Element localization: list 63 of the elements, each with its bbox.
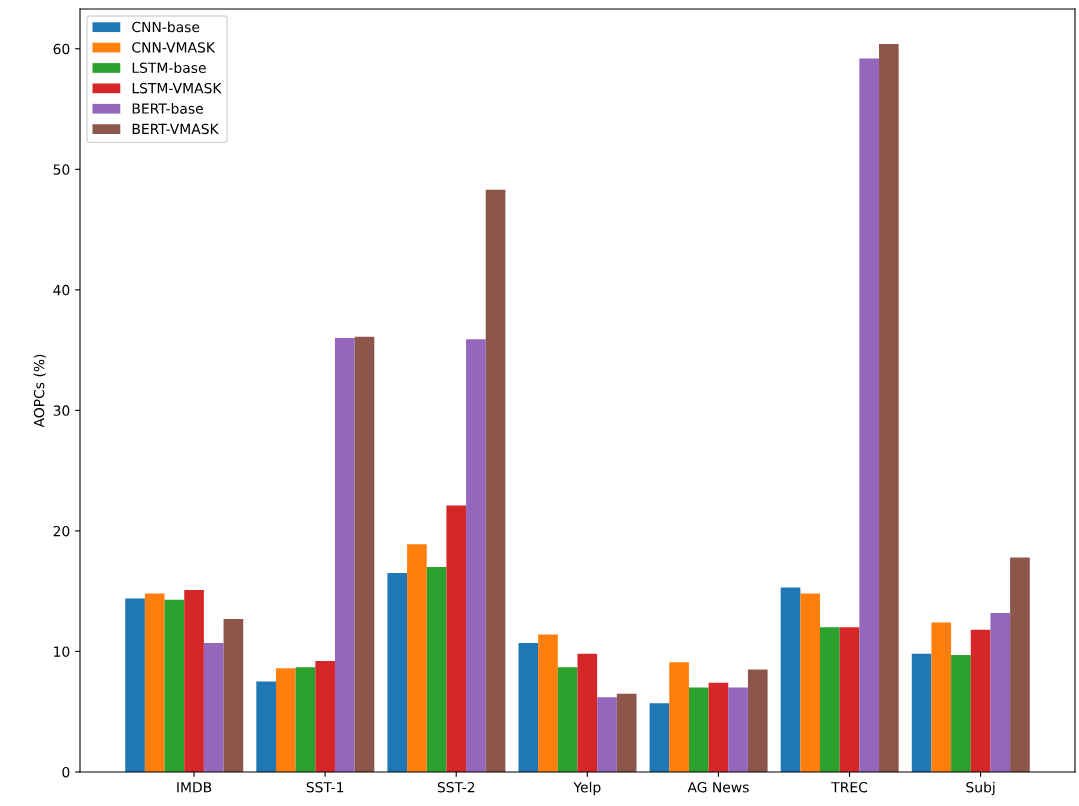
bar — [970, 629, 991, 772]
y-tick-label: 0 — [62, 766, 70, 778]
bar — [315, 661, 335, 772]
bar — [387, 573, 408, 772]
bar — [780, 587, 801, 772]
bar — [256, 681, 276, 772]
bar — [820, 627, 840, 772]
y-axis-title: AOPCs (%) — [33, 354, 46, 428]
legend-label: LSTM-VMASK — [132, 82, 222, 94]
bar — [518, 643, 539, 772]
y-tick-label: 30 — [53, 405, 70, 416]
bar — [426, 567, 447, 772]
x-tick-label: AG News — [687, 781, 749, 793]
bar — [931, 622, 952, 772]
y-tick-label: 10 — [54, 646, 70, 657]
bar — [446, 505, 467, 772]
bar — [839, 627, 860, 772]
bar — [203, 643, 224, 772]
x-tick-label: Yelp — [573, 781, 601, 796]
legend-label: BERT-base — [132, 103, 203, 114]
bar — [125, 598, 145, 772]
bar — [538, 634, 558, 772]
bar — [275, 668, 296, 772]
legend-label: CNN-VMASK — [132, 42, 216, 53]
bar — [1010, 557, 1030, 772]
bar — [295, 667, 316, 772]
bar — [708, 682, 729, 772]
bar — [688, 687, 709, 772]
x-tick-label: Subj — [966, 781, 995, 796]
bar — [990, 612, 1011, 772]
y-tick-label: 40 — [53, 284, 70, 296]
bar — [577, 653, 598, 772]
bar — [859, 58, 880, 772]
y-tick-label: 20 — [53, 525, 70, 537]
bar — [164, 599, 185, 772]
bar — [485, 189, 506, 772]
legend-label: BERT-VMASK — [132, 123, 219, 135]
bar — [879, 43, 899, 772]
x-tick-label: SST-1 — [306, 781, 344, 793]
bar — [597, 697, 617, 772]
legend-label: LSTM-base — [132, 62, 206, 74]
x-tick-label: TREC — [831, 781, 868, 793]
bar — [747, 669, 768, 772]
bar — [800, 593, 821, 772]
bar — [407, 544, 427, 772]
bar — [334, 338, 355, 772]
x-tick-label: IMDB — [177, 782, 212, 793]
bar — [184, 589, 204, 772]
bar — [951, 655, 971, 772]
bar — [728, 687, 748, 772]
bar — [616, 693, 637, 772]
legend-label: CNN-base — [132, 21, 200, 33]
y-tick-label: 60 — [53, 43, 70, 55]
bar — [466, 339, 486, 772]
bar — [557, 667, 578, 772]
bar — [223, 618, 244, 772]
bar — [669, 662, 689, 772]
bar — [649, 703, 670, 772]
x-tick-label: SST-2 — [437, 781, 475, 793]
bar — [911, 653, 932, 772]
bar — [354, 336, 375, 772]
bar — [144, 593, 165, 772]
y-tick-label: 50 — [53, 164, 70, 175]
